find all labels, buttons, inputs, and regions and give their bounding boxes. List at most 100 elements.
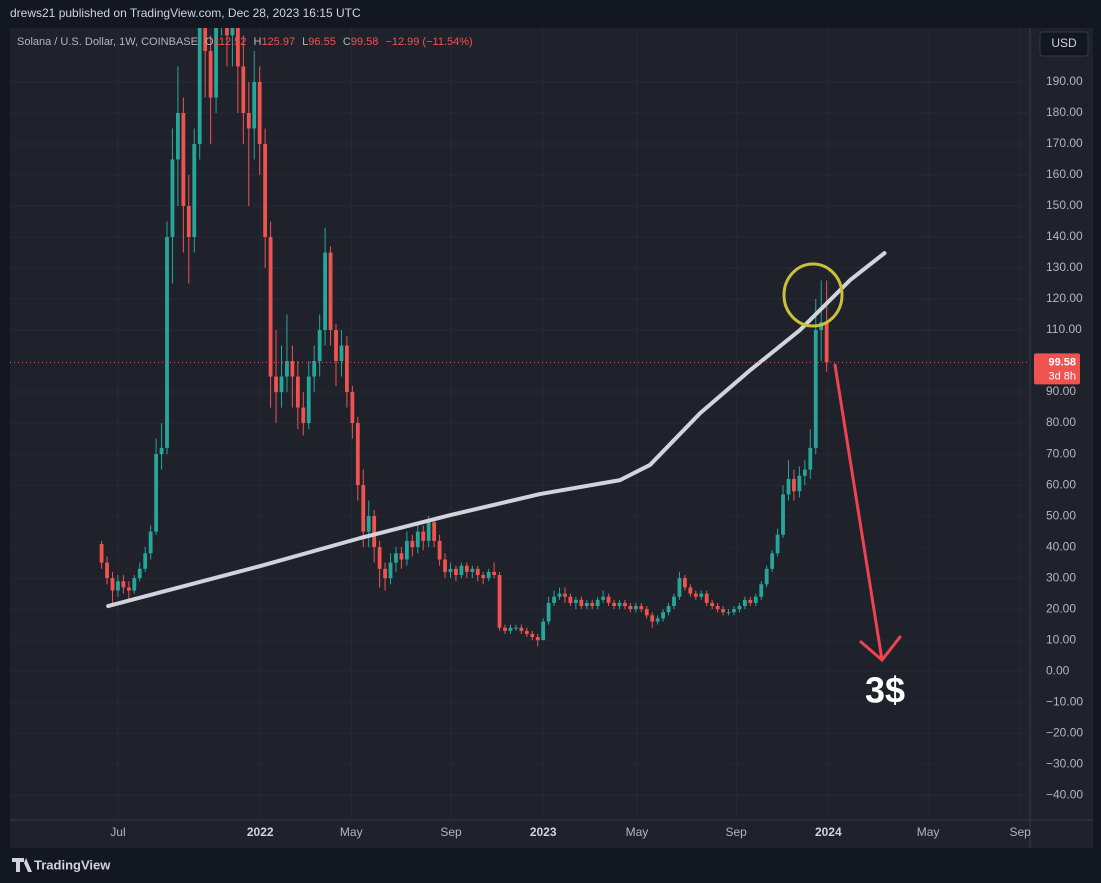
candle-body: [170, 159, 175, 238]
candle-body: [584, 602, 589, 607]
candle-body: [421, 531, 426, 541]
candle-body: [443, 559, 447, 572]
candle-body: [105, 562, 109, 579]
candle-body: [301, 407, 306, 424]
y-tick-label: −10.00: [1046, 694, 1083, 708]
candle-body: [606, 596, 611, 603]
candle-body: [410, 540, 415, 548]
candle-body: [394, 553, 398, 563]
y-tick-label: 90.00: [1046, 384, 1076, 398]
candle-body: [383, 568, 387, 579]
candle-body: [612, 602, 616, 607]
candle-body: [808, 447, 813, 470]
legend-label: H: [253, 36, 261, 48]
y-tick-label: 20.00: [1046, 601, 1076, 615]
candle-body: [350, 392, 355, 424]
y-tick-label: 80.00: [1046, 415, 1076, 429]
countdown: 3d 8h: [1048, 370, 1076, 382]
candle-body: [230, 28, 235, 36]
candle-body: [514, 627, 518, 629]
candle-body: [535, 637, 540, 641]
candle-body: [268, 237, 273, 377]
y-tick-label: 0.00: [1046, 663, 1070, 677]
candle-body: [563, 593, 567, 597]
legend-value: 125.97: [261, 36, 295, 48]
highlight-circle: [782, 262, 844, 328]
x-tick-label: Sep: [725, 825, 747, 839]
candle-body: [579, 599, 584, 607]
candle-body: [361, 485, 366, 532]
legend-label: L: [302, 36, 308, 48]
candle-body: [628, 606, 633, 610]
candle-body: [601, 596, 606, 600]
candle-body: [399, 553, 404, 560]
legend-label: O: [205, 36, 214, 48]
drawn-arrow: [833, 363, 902, 663]
candle-body: [753, 596, 758, 603]
legend-value: 99.58: [351, 36, 379, 48]
header: drews21 published on TradingView.com, De…: [10, 6, 361, 20]
y-tick-label: 190.00: [1046, 74, 1083, 88]
candle-body: [110, 578, 115, 591]
candle-body: [274, 376, 278, 393]
candle-body: [732, 609, 736, 613]
candle-body: [126, 587, 131, 591]
candle-body: [295, 376, 300, 408]
candle-body: [530, 633, 535, 638]
candle-body: [290, 361, 295, 377]
candle-body: [721, 609, 725, 613]
candle-body: [552, 596, 556, 603]
y-tick-label: 110.00: [1046, 322, 1082, 336]
y-tick-label: 180.00: [1046, 105, 1083, 119]
y-tick-label: 10.00: [1046, 632, 1076, 646]
candle-body: [764, 568, 769, 585]
candle-body: [677, 578, 682, 597]
candle-body: [639, 606, 644, 610]
candle-body: [192, 143, 197, 238]
currency-button[interactable]: [1039, 31, 1089, 57]
legend-value: 112.52: [214, 36, 247, 48]
candle-body: [623, 602, 627, 607]
currency[interactable]: USD: [1051, 36, 1077, 50]
candle-body: [699, 593, 704, 597]
candle-body: [786, 478, 791, 495]
candle-body: [573, 599, 578, 603]
candle-body: [143, 553, 148, 569]
candle-body: [252, 81, 257, 129]
candle-body: [366, 516, 371, 532]
candle-body: [633, 606, 638, 610]
x-tick-label: Sep: [440, 825, 462, 839]
candle-body: [317, 330, 322, 362]
candle-body: [235, 28, 240, 67]
legend-value: 96.55: [308, 36, 336, 48]
candle-body: [181, 112, 186, 206]
candle-body: [246, 112, 251, 129]
candle-body: [454, 568, 458, 576]
candle-body: [257, 81, 262, 144]
candle-body: [323, 252, 328, 331]
x-tick-label: Sep: [1010, 825, 1032, 839]
candle-body: [148, 531, 153, 554]
x-tick-label: Jul: [110, 825, 125, 839]
candle-body: [154, 454, 159, 532]
y-tick-label: 170.00: [1046, 136, 1083, 150]
candle-body: [590, 602, 595, 607]
candle-body: [737, 606, 742, 610]
candle-body: [770, 553, 775, 569]
candle-body: [546, 602, 551, 622]
candle-body: [137, 568, 142, 579]
price-label-box: [1034, 353, 1080, 385]
y-tick-label: 40.00: [1046, 539, 1076, 553]
candle-body: [159, 447, 164, 455]
candle-body: [650, 615, 655, 622]
y-tick-label: −30.00: [1046, 756, 1083, 770]
candle-body: [334, 330, 338, 362]
candle-body: [568, 596, 573, 603]
candle-body: [792, 478, 796, 492]
candle-body: [470, 568, 475, 572]
y-tick-label: 150.00: [1046, 198, 1083, 212]
candle-body: [481, 575, 486, 579]
candle-body: [726, 612, 731, 614]
candle-body: [437, 540, 442, 560]
candle-body: [345, 345, 349, 393]
